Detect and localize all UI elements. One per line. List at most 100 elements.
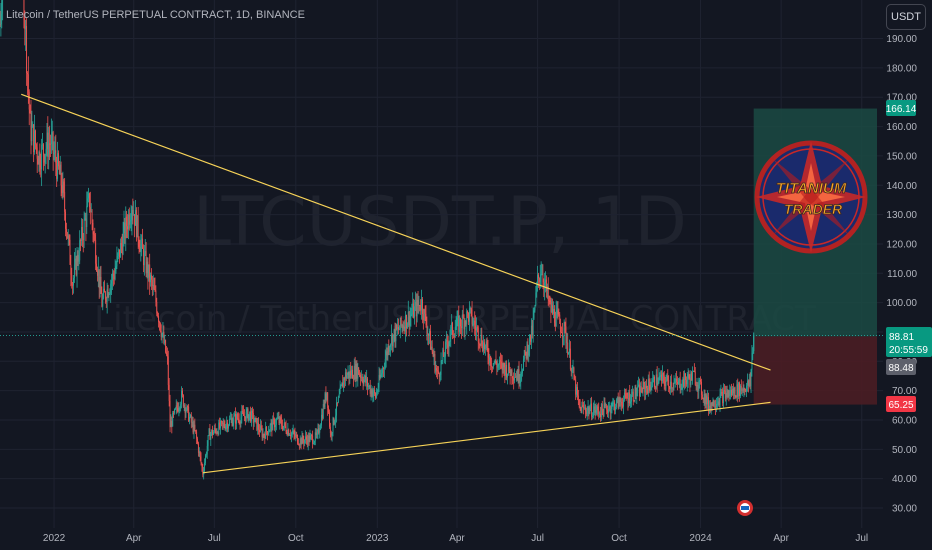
candle-body bbox=[335, 415, 337, 421]
candle-body bbox=[89, 193, 90, 208]
candle-body bbox=[585, 411, 587, 415]
price-tick-label: 140.00 bbox=[886, 181, 917, 192]
price-tick-label: 100.00 bbox=[886, 298, 917, 309]
chart-header-title: Litecoin / TetherUS PERPETUAL CONTRACT, … bbox=[6, 9, 305, 21]
candle-body bbox=[531, 325, 533, 335]
candle-body bbox=[262, 434, 264, 438]
earnings-flag-icon[interactable] bbox=[737, 500, 753, 516]
candle-body bbox=[360, 374, 361, 378]
time-tick-label: Apr bbox=[449, 533, 465, 544]
time-scale[interactable]: 2022 Apr Jul Oct 2023 Apr Jul Oct 2024 Apr Jul bbox=[43, 533, 868, 544]
candle-body bbox=[254, 417, 256, 422]
candle-body bbox=[319, 429, 321, 433]
candle-body bbox=[616, 397, 618, 400]
candle-body bbox=[700, 379, 702, 382]
candle-body bbox=[52, 132, 54, 154]
candle-body bbox=[349, 370, 351, 378]
candle-body bbox=[113, 276, 115, 279]
candle-body bbox=[183, 405, 185, 407]
candle-body bbox=[551, 305, 553, 313]
candle-body bbox=[134, 214, 136, 226]
candle-body bbox=[241, 411, 243, 418]
candle-body bbox=[383, 368, 384, 369]
candle-body bbox=[78, 260, 80, 262]
candle-body bbox=[313, 441, 315, 444]
candle-body bbox=[729, 392, 731, 396]
candle-body bbox=[662, 373, 664, 376]
candle-body bbox=[682, 378, 684, 388]
currency-button[interactable]: USDT bbox=[886, 4, 926, 30]
candle-body bbox=[491, 365, 492, 367]
candle-body bbox=[572, 367, 574, 369]
price-tick-label: 150.00 bbox=[886, 151, 917, 162]
candle-body bbox=[378, 375, 380, 388]
candle-body bbox=[85, 218, 87, 228]
candle-body bbox=[287, 429, 289, 435]
candle-body bbox=[305, 436, 307, 440]
candle-body bbox=[602, 410, 604, 417]
current-price-tag: 88.81 20:55:59 bbox=[886, 327, 932, 357]
candle-body bbox=[601, 404, 603, 411]
candle-body bbox=[526, 344, 528, 359]
candle-body bbox=[719, 394, 721, 406]
candle-body bbox=[152, 284, 154, 286]
candle-body bbox=[202, 467, 204, 475]
price-tick-label: 130.00 bbox=[886, 210, 917, 221]
entry-price-tag: 88.48 bbox=[886, 359, 916, 375]
candle-body bbox=[549, 300, 551, 302]
candle-body bbox=[377, 387, 379, 392]
candle-body bbox=[689, 378, 691, 386]
price-tick-label: 70.00 bbox=[892, 386, 917, 397]
candle-body bbox=[444, 356, 446, 358]
candle-body bbox=[186, 405, 188, 411]
candle-body bbox=[588, 407, 590, 414]
candle-body bbox=[583, 405, 585, 409]
candle-body bbox=[679, 378, 681, 389]
candle-body bbox=[290, 435, 291, 436]
candle-body bbox=[485, 341, 487, 346]
candle-body bbox=[747, 380, 748, 386]
candle-body bbox=[586, 410, 588, 415]
candle-body bbox=[122, 232, 124, 254]
candle-body bbox=[606, 405, 608, 410]
candle-body bbox=[114, 270, 116, 279]
price-tick-label: 160.00 bbox=[886, 122, 917, 133]
candle-body bbox=[693, 371, 694, 372]
candle-body bbox=[300, 438, 302, 445]
candle-body bbox=[224, 426, 226, 430]
candle-body bbox=[249, 411, 251, 415]
candle-body bbox=[481, 334, 483, 347]
trendlines[interactable] bbox=[21, 93, 771, 474]
candle-body bbox=[545, 279, 547, 283]
candle-body bbox=[102, 297, 104, 307]
candle-body bbox=[581, 405, 583, 413]
candle-body bbox=[104, 292, 106, 300]
candle-body bbox=[330, 433, 332, 436]
candle-body bbox=[632, 391, 634, 401]
candle-body bbox=[680, 388, 682, 390]
candle-body bbox=[180, 404, 182, 409]
candle-body bbox=[414, 306, 415, 318]
candle-body bbox=[418, 304, 420, 306]
candle-body bbox=[484, 342, 485, 349]
candle-body bbox=[130, 220, 132, 222]
candle-body bbox=[629, 392, 631, 404]
candle-body bbox=[334, 420, 336, 424]
candle-body bbox=[371, 389, 373, 397]
candle-body bbox=[625, 394, 627, 398]
candle-body bbox=[424, 309, 426, 314]
candle-body bbox=[697, 385, 699, 391]
candle-body bbox=[150, 275, 152, 283]
candle-body bbox=[556, 310, 558, 312]
candle-body bbox=[94, 234, 96, 240]
candle-body bbox=[568, 352, 570, 355]
candle-body bbox=[367, 378, 368, 387]
candle-body bbox=[433, 354, 435, 357]
candle-body bbox=[731, 389, 733, 396]
candle-body bbox=[736, 384, 738, 398]
trendline-upper bbox=[21, 93, 771, 371]
candle-body bbox=[120, 243, 122, 246]
candle-body bbox=[329, 412, 330, 427]
candle-body bbox=[429, 331, 430, 336]
